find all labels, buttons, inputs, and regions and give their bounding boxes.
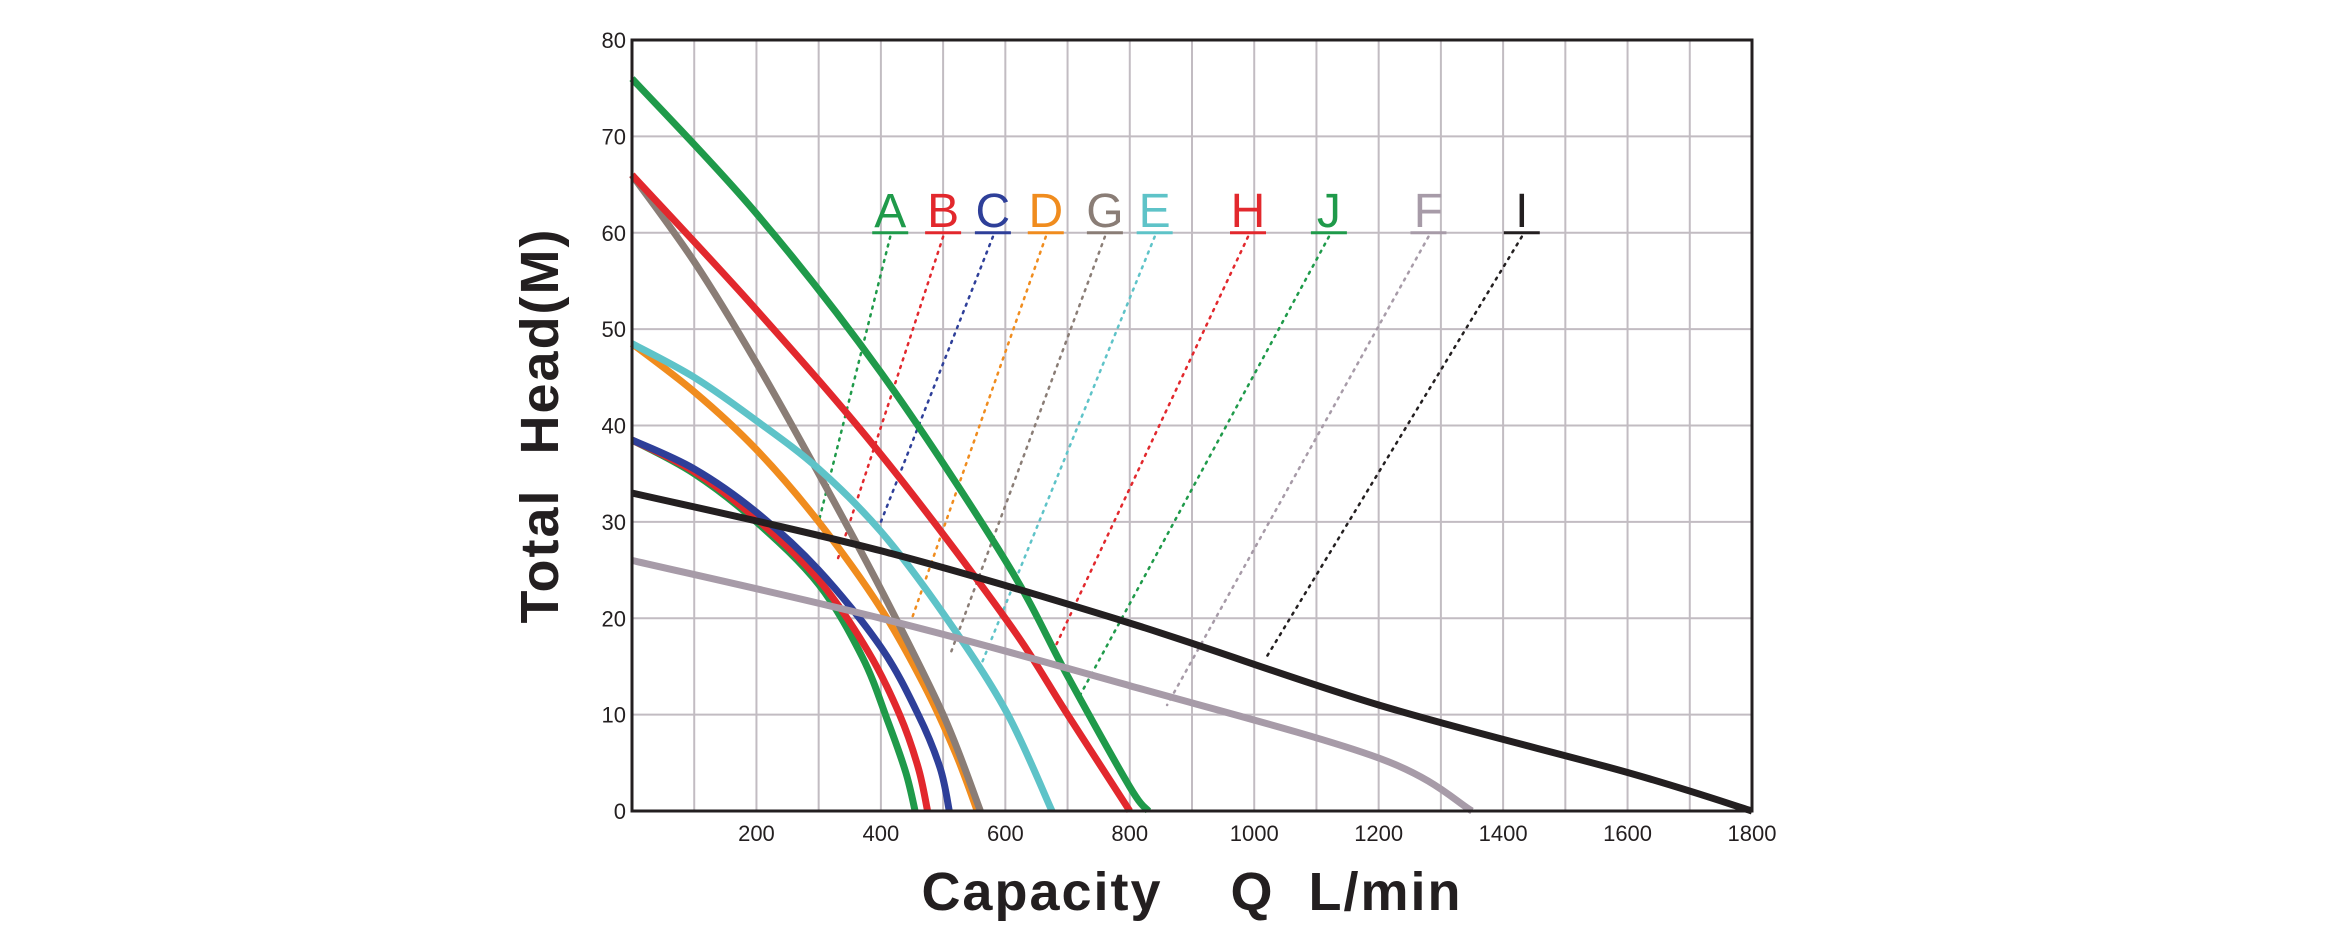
- y-tick-label: 30: [602, 510, 626, 535]
- y-axis-title: Total Head(M): [510, 228, 570, 624]
- plot-frame: [630, 38, 1754, 813]
- leader-line-g: [948, 235, 1107, 659]
- x-tick-label: 1800: [1728, 821, 1777, 846]
- curve-label-g: G: [1086, 185, 1123, 238]
- x-tick-label: 1000: [1230, 821, 1279, 846]
- y-tick-label: 10: [602, 703, 626, 728]
- series-line-i: [631, 489, 1754, 815]
- curve-label-b: B: [927, 185, 959, 238]
- y-tick-label: 80: [602, 28, 626, 53]
- x-tick-label: 1200: [1354, 821, 1403, 846]
- leader-line-d: [910, 235, 1048, 620]
- leader-line-b: [836, 235, 945, 562]
- leader-line-a: [817, 235, 892, 524]
- grid: [632, 40, 1752, 811]
- series-line-f: [631, 556, 1474, 815]
- series-line-j: [629, 76, 1152, 814]
- series-line-c: [630, 436, 953, 812]
- series-line-a: [630, 436, 919, 812]
- y-tick-label: 50: [602, 317, 626, 342]
- curve-label-f: F: [1414, 185, 1443, 238]
- curve-label-a: A: [874, 185, 906, 238]
- series-lines: [629, 76, 1754, 815]
- y-tick-label: 0: [614, 799, 626, 824]
- y-tick-label: 60: [602, 221, 626, 246]
- x-tick-label: 1600: [1603, 821, 1652, 846]
- x-axis-title: Capacity Q L/min: [921, 862, 1462, 922]
- curve-label-c: C: [976, 185, 1011, 238]
- curve-label-i: I: [1515, 185, 1528, 238]
- x-tick-label: 200: [738, 821, 775, 846]
- curve-label-h: H: [1231, 185, 1266, 238]
- x-tick-label: 1400: [1479, 821, 1528, 846]
- series-line-e: [630, 340, 1056, 813]
- x-tick-label: 400: [863, 821, 900, 846]
- series-line-d: [629, 340, 981, 813]
- series-line-h: [629, 172, 1133, 813]
- leader-line-f: [1165, 235, 1430, 707]
- x-tick-label: 800: [1111, 821, 1148, 846]
- leader-line-i: [1265, 235, 1524, 659]
- series-line-g: [629, 172, 984, 813]
- series-line-b: [630, 436, 932, 812]
- leader-line-j: [1078, 235, 1331, 697]
- y-tick-label: 40: [602, 414, 626, 439]
- y-tick-label: 70: [602, 124, 626, 149]
- leader-line-h: [1053, 235, 1250, 649]
- y-tick-label: 20: [602, 606, 626, 631]
- curve-label-e: E: [1139, 185, 1171, 238]
- tick-labels: 200 400 600 800 1000 1200 1400 1600 1800 0 10 20 30 4…: [602, 28, 1777, 846]
- curve-label-d: D: [1028, 185, 1063, 238]
- leader-line-e: [979, 235, 1156, 668]
- curve-label-j: J: [1317, 185, 1341, 238]
- x-tick-label: 600: [987, 821, 1024, 846]
